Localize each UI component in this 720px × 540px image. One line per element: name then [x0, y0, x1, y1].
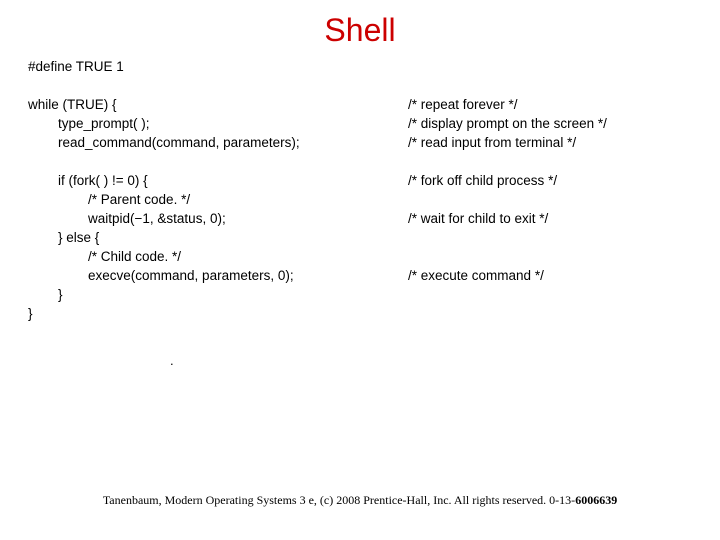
code-line: #define TRUE 1 [28, 57, 700, 76]
code-line: /* Parent code. */ [28, 190, 700, 209]
footer-isbn: 6006639 [575, 493, 617, 507]
code-text: /* Child code. */ [28, 250, 408, 264]
code-line: execve(command, parameters, 0);/* execut… [28, 266, 700, 285]
footer-citation: Tanenbaum, Modern Operating Systems 3 e,… [0, 493, 720, 508]
code-text: execve(command, parameters, 0); [28, 269, 408, 283]
code-block: #define TRUE 1 while (TRUE) {/* repeat fo… [0, 57, 720, 323]
code-line [28, 152, 700, 171]
code-text: } [28, 307, 408, 321]
code-line: } [28, 304, 700, 323]
code-line: type_prompt( );/* display prompt on the … [28, 114, 700, 133]
code-line: } [28, 285, 700, 304]
footer-text: Tanenbaum, Modern Operating Systems 3 e,… [103, 493, 575, 507]
code-line [28, 76, 700, 95]
code-comment: /* read input from terminal */ [408, 136, 700, 150]
code-text: } [28, 288, 408, 302]
code-line: while (TRUE) {/* repeat forever */ [28, 95, 700, 114]
code-text: while (TRUE) { [28, 98, 408, 112]
code-line: /* Child code. */ [28, 247, 700, 266]
code-comment: /* execute command */ [408, 269, 700, 283]
code-text: if (fork( ) != 0) { [28, 174, 408, 188]
code-comment: /* display prompt on the screen */ [408, 117, 700, 131]
code-text: /* Parent code. */ [28, 193, 408, 207]
code-line: waitpid(−1, &status, 0);/* wait for chil… [28, 209, 700, 228]
code-comment: /* fork off child process */ [408, 174, 700, 188]
slide-title: Shell [0, 0, 720, 57]
code-text: read_command(command, parameters); [28, 136, 408, 150]
code-line: if (fork( ) != 0) {/* fork off child pro… [28, 171, 700, 190]
code-text: type_prompt( ); [28, 117, 408, 131]
code-line: read_command(command, parameters);/* rea… [28, 133, 700, 152]
stray-dot: . [0, 353, 720, 368]
code-text: waitpid(−1, &status, 0); [28, 212, 408, 226]
code-text: } else { [28, 231, 408, 245]
code-line: } else { [28, 228, 700, 247]
code-comment: /* wait for child to exit */ [408, 212, 700, 226]
code-text: #define TRUE 1 [28, 60, 408, 74]
code-comment: /* repeat forever */ [408, 98, 700, 112]
